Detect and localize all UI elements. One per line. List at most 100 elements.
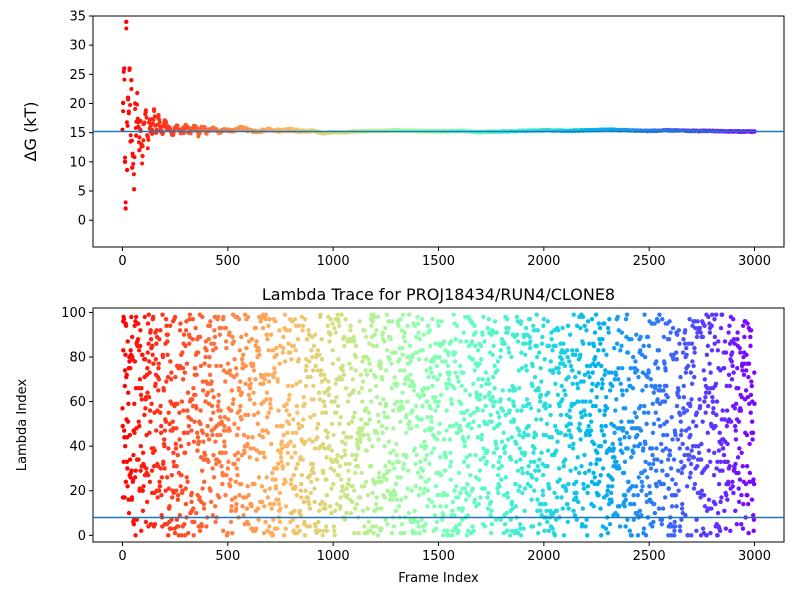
lambda-point (587, 412, 593, 418)
lambda-point (129, 495, 135, 500)
lambda-point (556, 370, 561, 375)
delta-g-point (137, 135, 142, 140)
lambda-point (515, 408, 520, 413)
lambda-point (317, 397, 323, 402)
delta-g-point (136, 120, 141, 125)
lambda-point (387, 357, 392, 362)
lambda-point (736, 499, 742, 505)
lambda-point (519, 408, 524, 413)
lambda-point (120, 423, 125, 429)
lambda-point (499, 477, 504, 482)
lambda-point (625, 446, 630, 451)
lambda-point (391, 408, 396, 413)
lambda-point (265, 430, 271, 435)
lambda-point (383, 325, 388, 331)
lambda-point (453, 350, 458, 355)
lambda-point (651, 390, 657, 395)
lambda-point (282, 312, 288, 317)
lambda-trace-title: Lambda Trace for PROJ18434/RUN4/CLONE8 (262, 285, 615, 304)
lambda-point (339, 377, 345, 382)
lambda-point (555, 328, 561, 333)
lambda-point (120, 406, 125, 411)
lambda-point (713, 423, 718, 429)
lambda-point (183, 501, 189, 507)
lambda-point (498, 354, 503, 360)
lambda-point (420, 468, 426, 473)
lambda-point (353, 354, 359, 360)
lambda-point (159, 493, 164, 498)
lambda-point (220, 528, 226, 534)
lambda-point (158, 410, 163, 415)
lambda-point (266, 372, 271, 378)
lambda-point (605, 325, 611, 331)
lambda-point (506, 350, 512, 355)
lambda-point (331, 468, 337, 473)
lambda-point (210, 388, 215, 393)
lambda-point (486, 490, 491, 496)
lambda-point (669, 504, 675, 509)
lambda-point (588, 399, 593, 404)
lambda-point (162, 466, 167, 471)
lambda-point (517, 432, 522, 438)
lambda-point (518, 533, 524, 538)
lambda-point (712, 450, 717, 456)
lambda-point (583, 412, 588, 418)
lambda-point (262, 372, 268, 378)
lambda-point (228, 372, 233, 378)
delta-g-point (120, 100, 126, 106)
delta-g-point (131, 187, 137, 192)
lambda-point (253, 325, 259, 331)
lambda-point (676, 468, 681, 473)
delta-g-point (144, 115, 149, 120)
lambda-point (542, 528, 547, 534)
lambda-point (629, 533, 634, 538)
lambda-point (606, 330, 611, 335)
lambda-point (230, 401, 236, 407)
lambda-point (399, 521, 405, 527)
lambda-point (413, 403, 419, 409)
lambda-point (351, 415, 356, 420)
lambda-point (549, 337, 554, 342)
lambda-point (715, 533, 720, 538)
lambda-point (639, 488, 644, 493)
lambda-point (222, 415, 228, 420)
lambda-point (727, 464, 732, 469)
lambda-point (465, 464, 471, 469)
lambda-point (229, 408, 234, 413)
lambda-point (711, 410, 716, 415)
lambda-point (421, 332, 426, 337)
lambda-point (424, 357, 429, 362)
lambda-point (362, 328, 367, 333)
lambda-point (689, 448, 694, 453)
lambda-point (452, 513, 457, 518)
lambda-point (724, 423, 730, 429)
lambda-point (505, 330, 511, 335)
lambda-point (154, 341, 159, 346)
lambda-point (397, 408, 402, 413)
lambda-point (267, 524, 272, 529)
lambda-point (330, 321, 335, 326)
lambda-point (142, 412, 147, 418)
lambda-point (450, 508, 455, 513)
lambda-point (182, 430, 187, 435)
lambda-point (678, 374, 683, 380)
lambda-point (717, 430, 722, 435)
lambda-point (679, 470, 685, 476)
top-y-tick-label: 15 (69, 126, 86, 141)
lambda-point (662, 495, 668, 500)
lambda-point (448, 477, 453, 482)
lambda-point (174, 464, 179, 469)
lambda-point (745, 501, 751, 507)
lambda-point (582, 470, 588, 476)
lambda-point (545, 519, 550, 525)
lambda-point (275, 526, 280, 531)
lambda-point (216, 495, 222, 500)
lambda-point (264, 475, 270, 480)
lambda-point (444, 493, 450, 498)
lambda-point (334, 501, 340, 507)
lambda-point (353, 470, 358, 476)
lambda-point (380, 430, 385, 435)
lambda-point (652, 321, 657, 326)
lambda-point (629, 455, 634, 460)
lambda-point (138, 328, 143, 333)
